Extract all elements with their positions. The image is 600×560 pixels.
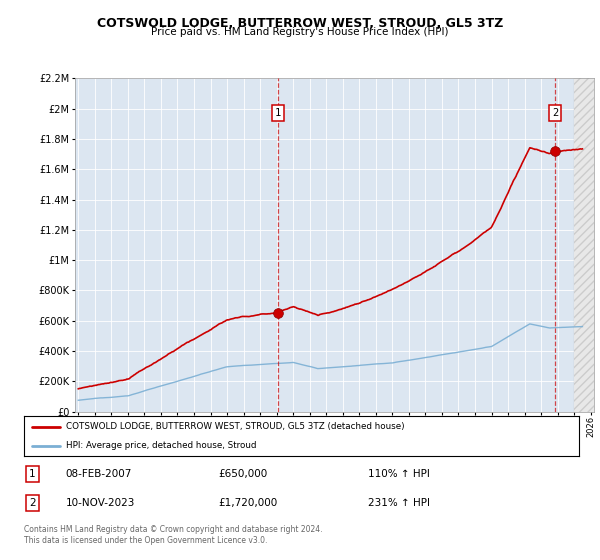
Text: £650,000: £650,000 <box>218 469 268 479</box>
Text: 08-FEB-2007: 08-FEB-2007 <box>65 469 132 479</box>
Text: 110% ↑ HPI: 110% ↑ HPI <box>368 469 430 479</box>
Text: Price paid vs. HM Land Registry's House Price Index (HPI): Price paid vs. HM Land Registry's House … <box>151 27 449 37</box>
Text: Contains HM Land Registry data © Crown copyright and database right 2024.
This d: Contains HM Land Registry data © Crown c… <box>24 525 323 545</box>
Bar <box>574 78 600 412</box>
Text: 1: 1 <box>29 469 35 479</box>
Text: COTSWOLD LODGE, BUTTERROW WEST, STROUD, GL5 3TZ (detached house): COTSWOLD LODGE, BUTTERROW WEST, STROUD, … <box>65 422 404 431</box>
Bar <box>574 78 600 412</box>
Text: HPI: Average price, detached house, Stroud: HPI: Average price, detached house, Stro… <box>65 441 256 450</box>
Text: 1: 1 <box>275 109 281 118</box>
Text: £1,720,000: £1,720,000 <box>218 498 277 508</box>
Text: COTSWOLD LODGE, BUTTERROW WEST, STROUD, GL5 3TZ: COTSWOLD LODGE, BUTTERROW WEST, STROUD, … <box>97 17 503 30</box>
Bar <box>574 78 600 412</box>
Text: 2: 2 <box>29 498 35 508</box>
Text: 2: 2 <box>552 109 558 118</box>
Text: 10-NOV-2023: 10-NOV-2023 <box>65 498 135 508</box>
Text: 231% ↑ HPI: 231% ↑ HPI <box>368 498 430 508</box>
